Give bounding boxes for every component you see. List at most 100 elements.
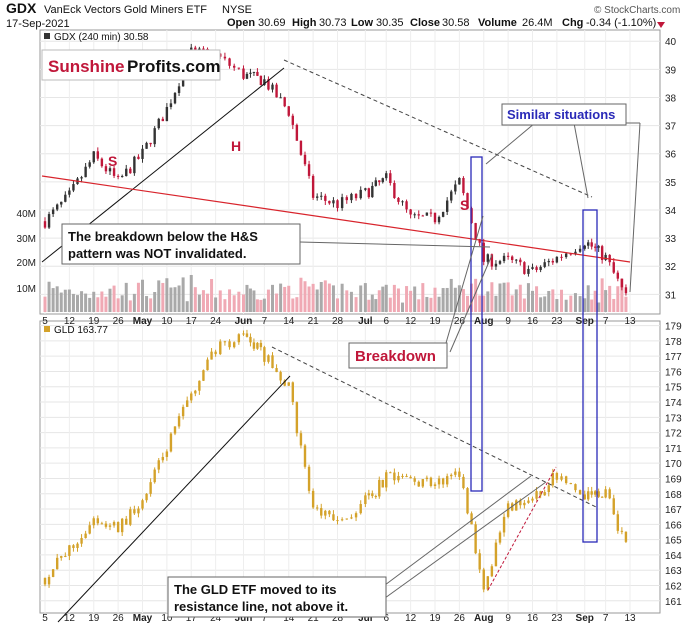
gdx-candle-body xyxy=(578,248,582,252)
gld-candle-body xyxy=(539,491,542,496)
gdx-candle-body xyxy=(324,195,327,201)
gdx-x-tick: 12 xyxy=(64,316,76,327)
volume-bar xyxy=(311,283,315,312)
volume-bar xyxy=(354,297,358,312)
volume-bar xyxy=(539,297,543,312)
gld-candle-body xyxy=(604,489,607,498)
breakdown-callout: Breakdown xyxy=(348,215,493,369)
gld-candle-body xyxy=(202,370,205,381)
volume-bar xyxy=(604,290,608,312)
gld-candle-body xyxy=(120,518,124,533)
breakdown-note-callout: The breakdown below the H&S pattern was … xyxy=(61,223,491,265)
gdx-candle-body xyxy=(624,287,628,294)
volume-bar xyxy=(185,301,189,312)
gld-x-tick: 17 xyxy=(186,613,198,624)
gdx-candle-body xyxy=(593,246,597,248)
volume-bar xyxy=(88,297,92,312)
gld-candle-body xyxy=(64,555,67,557)
gld-candle-body xyxy=(547,485,550,493)
volume-bar xyxy=(177,285,181,312)
gdx-candle-body xyxy=(543,262,546,267)
gld-candle-body xyxy=(590,491,593,495)
gld-x-tick: 23 xyxy=(551,613,563,624)
volume-bar xyxy=(223,299,227,312)
volume-bar xyxy=(84,293,88,312)
gdx-x-tick: 21 xyxy=(308,316,320,327)
gld-y-tick: 170 xyxy=(665,459,682,470)
gdx-candle-body xyxy=(531,267,534,269)
gdx-candle-body xyxy=(441,211,445,217)
volume-bar xyxy=(384,284,388,312)
volume-bar xyxy=(47,281,51,312)
gld-y-tick: 166 xyxy=(665,520,682,531)
gdx-x-tick: 6 xyxy=(383,316,389,327)
volume-bar xyxy=(206,293,209,312)
gld-candle-body xyxy=(237,334,241,343)
gdx-candle-body xyxy=(519,259,522,263)
gld-candle-body xyxy=(125,518,128,525)
gld-y-tick: 171 xyxy=(665,444,682,455)
volume-bar xyxy=(327,283,331,312)
volume-bar xyxy=(555,299,559,312)
gdx-candle-body xyxy=(112,168,116,176)
volume-bar xyxy=(345,290,349,312)
gdx-candle-body xyxy=(295,124,299,141)
gld-candle-body xyxy=(141,500,144,509)
gld-candles xyxy=(43,329,628,593)
gdx-candle-body xyxy=(263,79,266,86)
gld-candle-body xyxy=(482,569,485,590)
gld-candle-body xyxy=(531,498,534,501)
volume-bar xyxy=(169,287,173,312)
volume-bar xyxy=(441,288,445,312)
volume-bar xyxy=(522,298,526,312)
gld-support-line xyxy=(57,375,291,623)
gdx-candle-body xyxy=(68,190,71,195)
volume-bar xyxy=(228,289,232,312)
volume-bar xyxy=(173,287,177,312)
exchange-label: NYSE xyxy=(222,4,252,16)
gld-y-tick: 168 xyxy=(665,490,682,501)
gld-x-tick: 14 xyxy=(283,613,295,624)
gdx-candle-body xyxy=(177,86,181,93)
open-label: Open xyxy=(227,17,255,29)
gdx-candle-body xyxy=(72,184,75,191)
gld-x-axis: 5 12 19 26 May 10 17 24 Jun 7 14 21 28 Jul 6 12 19 26 Aug 9… xyxy=(42,613,636,624)
gdx-candle-body xyxy=(252,71,256,73)
gdx-candle-body xyxy=(328,200,331,204)
gdx-candle-body xyxy=(547,260,550,263)
volume-bar xyxy=(120,295,124,312)
gld-candle-body xyxy=(214,351,217,355)
gdx-neckline xyxy=(41,175,631,263)
gdx-candle-body xyxy=(84,166,87,178)
gld-note-pointer-1 xyxy=(384,475,532,586)
volume-bar xyxy=(210,279,214,312)
gdx-x-tick: 17 xyxy=(186,316,198,327)
volume-bar xyxy=(466,295,469,312)
gdx-candle-body xyxy=(133,156,136,174)
similar-pointer-august xyxy=(485,122,536,165)
gdx-candle-body xyxy=(194,47,197,50)
gdx-candle-body xyxy=(141,148,144,159)
gld-candle-body xyxy=(149,482,152,494)
gdx-y-tick: 38 xyxy=(665,93,677,104)
gld-candle-body xyxy=(421,479,425,487)
breakdown-pointer-2 xyxy=(445,215,484,344)
gld-candle-body xyxy=(450,474,453,477)
gdx-candle-body xyxy=(393,183,396,198)
site-credit: © StockCharts.com xyxy=(594,5,680,16)
volume-bar xyxy=(43,296,47,312)
gld-candle-body xyxy=(291,382,295,403)
volume-bar xyxy=(593,290,597,312)
gdx-legend: GDX (240 min) 30.58 xyxy=(44,32,149,43)
gld-candle-body xyxy=(587,491,590,500)
volume-bar xyxy=(363,283,367,312)
gld-candle-body xyxy=(506,503,510,517)
gdx-candle-body xyxy=(458,177,461,185)
volume-bar xyxy=(67,289,71,312)
volume-bar xyxy=(421,283,425,312)
volume-bar xyxy=(295,297,299,312)
volume-bar xyxy=(80,291,84,312)
gld-y-tick: 165 xyxy=(665,536,682,547)
gld-candle-body xyxy=(206,359,209,371)
